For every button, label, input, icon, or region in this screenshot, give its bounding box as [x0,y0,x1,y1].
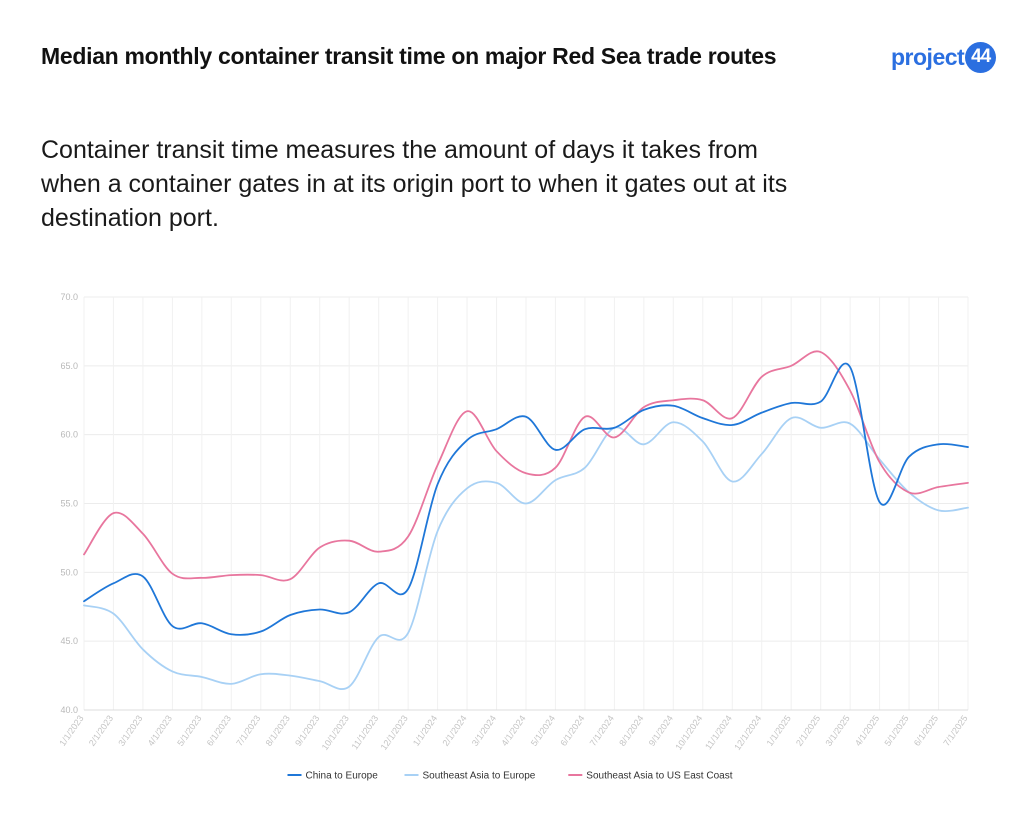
x-tick-label: 3/1/2025 [823,713,851,747]
y-tick-label: 55.0 [60,499,78,509]
y-tick-label: 45.0 [60,636,78,646]
x-tick-label: 3/1/2024 [470,713,498,747]
series-line-southeast-asia-to-europe [83,416,969,690]
x-tick-label: 8/1/2024 [617,713,645,747]
chart-legend: China to Europe Southeast Asia to Europe S… [287,771,733,782]
x-tick-label: 11/1/2023 [350,713,381,751]
x-tick-label: 6/1/2025 [912,713,940,747]
x-tick-label: 7/1/2024 [588,713,616,747]
x-tick-label: 5/1/2025 [882,713,910,747]
x-tick-label: 2/1/2024 [440,713,468,747]
x-tick-label: 8/1/2023 [264,713,292,747]
x-tick-label: 5/1/2023 [175,713,203,747]
x-axis: 1/1/2023 2/1/2023 3/1/2023 4/1/2023 5/1/2023… [57,713,969,752]
legend-label-china-to-europe: China to Europe [306,771,379,782]
x-tick-label: 6/1/2024 [558,713,586,747]
x-tick-label: 10/1/2023 [320,713,351,752]
y-tick-label: 60.0 [60,430,78,440]
legend-label-southeast-asia-to-europe: Southeast Asia to Europe [423,771,536,782]
x-tick-label: 4/1/2024 [499,713,527,747]
x-tick-label: 12/1/2023 [379,713,410,752]
series-line-southeast-asia-to-us-east-coast [83,350,969,582]
x-tick-label: 5/1/2024 [529,713,557,747]
x-tick-label: 4/1/2023 [146,713,174,747]
y-tick-label: 40.0 [60,705,78,715]
x-tick-label: 7/1/2023 [234,713,262,747]
x-tick-label: 1/1/2024 [411,713,439,747]
chart-title: Median monthly container transit time on… [41,43,777,69]
logo-text: project [891,43,965,70]
x-tick-label: 2/1/2025 [794,713,822,747]
series-line-china-to-europe [83,362,969,636]
x-tick-label: 6/1/2023 [205,713,233,747]
x-tick-label: 1/1/2025 [765,713,793,747]
project44-logo: project 44 [891,40,997,74]
y-tick-label: 50.0 [60,567,78,577]
y-axis: 40.0 45.0 50.0 55.0 60.0 65.0 70.0 [60,292,78,715]
y-tick-label: 65.0 [60,361,78,371]
legend-label-southeast-asia-to-us-east-coast: Southeast Asia to US East Coast [586,771,732,782]
chart-subtitle: Container transit time measures the amou… [41,136,788,232]
chart-series [83,350,969,690]
y-tick-label: 70.0 [60,292,78,302]
x-tick-label: 12/1/2024 [732,713,763,752]
chart-grid [83,296,969,711]
x-tick-label: 4/1/2025 [853,713,881,747]
logo-badge: 44 [965,41,997,73]
x-tick-label: 3/1/2023 [116,713,144,747]
x-tick-label: 7/1/2025 [941,713,969,747]
x-tick-label: 10/1/2024 [673,713,704,752]
x-tick-label: 9/1/2023 [293,713,321,747]
x-tick-label: 11/1/2024 [703,713,734,751]
x-tick-label: 9/1/2024 [647,713,675,747]
x-tick-label: 2/1/2023 [87,713,115,747]
x-tick-label: 1/1/2023 [57,713,85,747]
